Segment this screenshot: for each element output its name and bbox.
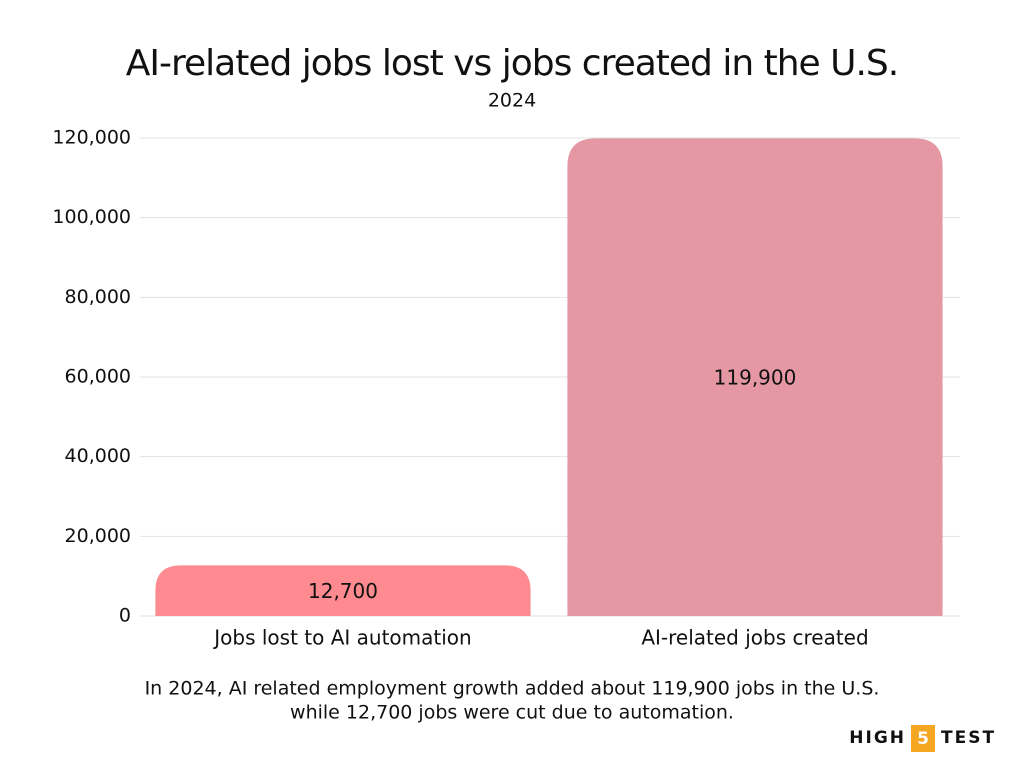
- bar: [567, 138, 943, 617]
- chart-subtitle: 2024: [488, 90, 536, 112]
- y-tick-label: 40,000: [65, 445, 131, 467]
- x-tick-label: Jobs lost to AI automation: [212, 626, 471, 650]
- y-tick-label: 80,000: [65, 286, 131, 308]
- y-tick-label: 100,000: [52, 206, 131, 228]
- x-tick-label: AI-related jobs created: [641, 626, 868, 650]
- bar: [155, 565, 531, 616]
- footnote: In 2024, AI related employment growth ad…: [145, 678, 880, 700]
- y-tick-label: 0: [119, 605, 131, 627]
- y-tick-label: 60,000: [65, 366, 131, 388]
- y-tick-label: 20,000: [65, 525, 131, 547]
- logo-text: 5: [917, 729, 929, 749]
- value-label: 12,700: [308, 579, 378, 603]
- logo-text: TEST: [941, 728, 996, 748]
- logo-text: HIGH: [849, 728, 906, 748]
- logo: HIGH 5 TEST: [849, 725, 996, 752]
- y-tick-label: 120,000: [52, 127, 131, 149]
- chart-title: AI-related jobs lost vs jobs created in …: [126, 43, 898, 84]
- value-label: 119,900: [714, 366, 797, 390]
- footnote: while 12,700 jobs were cut due to automa…: [290, 702, 734, 724]
- logo-badge: [911, 725, 935, 752]
